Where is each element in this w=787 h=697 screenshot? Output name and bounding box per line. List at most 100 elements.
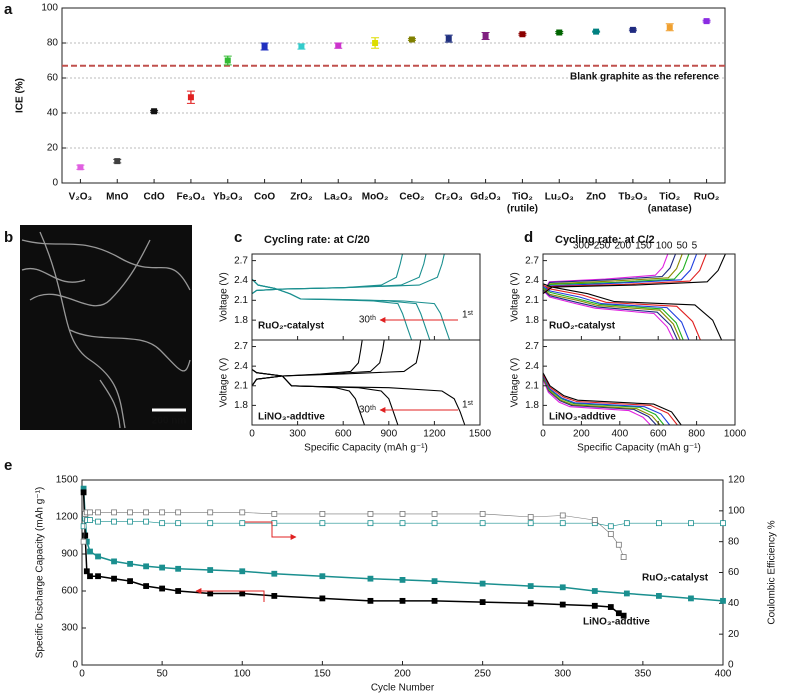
- point: [151, 108, 158, 115]
- point: [87, 548, 93, 555]
- curve: [542, 378, 651, 426]
- point: [271, 520, 278, 527]
- point: [175, 565, 182, 572]
- x-tick-label: RuO₂: [694, 192, 720, 203]
- y-tick-label: 120: [728, 475, 745, 486]
- point: [556, 29, 563, 36]
- y-tick-label: 40: [47, 108, 59, 119]
- point: [479, 580, 486, 587]
- plot-frame: [61, 7, 726, 184]
- point: [143, 583, 150, 589]
- reference-label: Blank graphite as the reference: [570, 71, 719, 82]
- axis-title: Specific Discharge Capacity (mAh g⁻¹): [35, 487, 46, 658]
- arrow-label: 1ˢᵗ: [462, 400, 473, 411]
- point: [127, 518, 133, 525]
- legend-label: 200: [614, 241, 631, 252]
- series-label: LiNO₃-addtive: [583, 617, 650, 628]
- point: [319, 511, 326, 517]
- x-tick-label: 50: [157, 669, 169, 680]
- y-tick-label: 1.8: [234, 400, 248, 411]
- axis-title: Cycle Number: [371, 683, 435, 694]
- point: [159, 520, 166, 527]
- x-tick-label: 400: [611, 429, 628, 440]
- point: [261, 43, 268, 50]
- y-tick-label: 2.7: [525, 255, 539, 266]
- point: [95, 518, 101, 525]
- point: [77, 164, 84, 171]
- curve: [251, 368, 366, 426]
- point: [159, 509, 166, 516]
- x-tick-label: Gd₂O₃: [470, 192, 501, 203]
- point: [482, 33, 489, 39]
- curve: [542, 372, 682, 426]
- x-tick-label: La₂O₃: [324, 192, 353, 203]
- x-tick-note: (rutile): [507, 204, 538, 215]
- x-tick-label: 250: [474, 669, 491, 680]
- annotation: RuO₂-catalyst: [258, 321, 325, 332]
- point: [408, 36, 415, 43]
- x-tick-label: 350: [635, 669, 652, 680]
- annotation: RuO₂-catalyst: [549, 321, 616, 332]
- point: [399, 520, 406, 527]
- point: [111, 575, 117, 582]
- point: [175, 588, 182, 594]
- point: [87, 509, 93, 516]
- curve: [542, 375, 665, 426]
- plot-frame: [81, 479, 724, 666]
- x-tick-label: 200: [573, 429, 590, 440]
- arrow-label: 30ᵗʰ: [359, 315, 376, 326]
- chart-title: Cycling rate: at C/2: [555, 234, 655, 246]
- axis-title: Specific Capacity (mAh g⁻¹): [577, 443, 701, 454]
- point: [319, 520, 326, 527]
- y-tick-label: 1200: [56, 512, 79, 523]
- point: [175, 509, 182, 516]
- y-tick-label: 0: [728, 660, 734, 671]
- point: [620, 554, 627, 560]
- point: [87, 517, 93, 523]
- x-tick-label: 800: [688, 429, 705, 440]
- axis-title: Voltage (V): [510, 272, 521, 321]
- axis-title: Voltage (V): [219, 272, 230, 321]
- panel-label: d: [524, 229, 533, 246]
- point: [207, 509, 214, 516]
- y-tick-label: 2.7: [234, 341, 248, 352]
- point: [159, 564, 166, 571]
- point: [519, 31, 526, 38]
- y-tick-label: 2.7: [234, 255, 248, 266]
- plot-frame: [251, 339, 481, 426]
- point: [431, 597, 438, 604]
- arrow-label: 30ᵗʰ: [359, 405, 376, 416]
- panel-label: b: [4, 229, 13, 246]
- x-tick-label: TiO₂: [512, 192, 533, 203]
- curve: [542, 253, 698, 341]
- y-tick-label: 40: [728, 598, 740, 609]
- y-tick-label: 100: [728, 505, 745, 516]
- y-tick-label: 1500: [56, 475, 79, 486]
- y-tick-label: 0: [72, 660, 78, 671]
- x-tick-label: ZrO₂: [290, 192, 312, 203]
- x-tick-label: 200: [394, 669, 411, 680]
- micrograph: [20, 225, 192, 430]
- point: [87, 573, 93, 580]
- curve: [251, 339, 363, 387]
- point: [479, 511, 486, 517]
- point: [479, 520, 486, 527]
- point: [620, 612, 627, 619]
- point: [623, 590, 630, 597]
- point: [207, 590, 214, 597]
- x-tick-label: 400: [715, 669, 732, 680]
- point: [431, 520, 438, 527]
- point: [271, 511, 278, 517]
- point: [80, 538, 87, 545]
- y-tick-label: 2.4: [234, 361, 248, 372]
- legend-label: 100: [656, 241, 673, 252]
- point: [527, 600, 534, 607]
- panel-label: e: [4, 457, 12, 474]
- point: [720, 597, 726, 604]
- point: [559, 584, 566, 591]
- x-tick-label: 100: [234, 669, 251, 680]
- x-tick-label: 300: [554, 669, 571, 680]
- legend-label: 5: [692, 241, 698, 252]
- point: [666, 24, 673, 31]
